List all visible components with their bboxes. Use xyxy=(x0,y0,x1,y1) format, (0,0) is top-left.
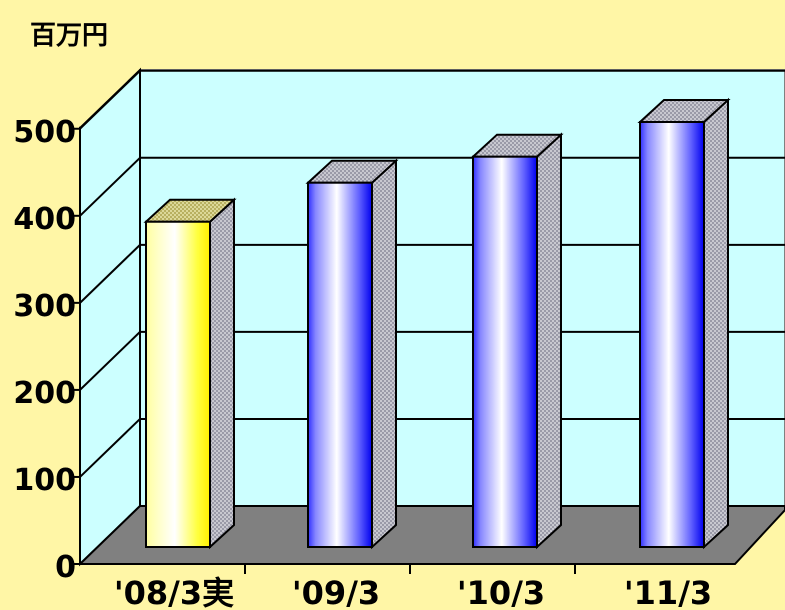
y-tick-label: 300 xyxy=(13,289,76,324)
gridline-side xyxy=(79,331,141,391)
unit-label: 百万円 xyxy=(30,21,108,51)
bar-0 xyxy=(143,197,237,550)
bar-1 xyxy=(305,158,399,550)
bar-front xyxy=(472,155,538,548)
gridline-side xyxy=(79,157,141,217)
y-tick-label: 400 xyxy=(13,202,76,237)
y-tick-label: 100 xyxy=(13,463,76,498)
x-tick-label: '08/3実 xyxy=(114,574,234,610)
y-tick-label: 200 xyxy=(13,376,76,411)
gridline-side xyxy=(79,244,141,304)
bar-3 xyxy=(637,97,731,550)
x-tick-label: '11/3 xyxy=(624,574,712,610)
bar-side xyxy=(209,197,235,550)
y-tick-label: 0 xyxy=(55,550,76,585)
x-tick-label: '09/3 xyxy=(292,574,380,610)
y-tick-label: 500 xyxy=(13,115,76,150)
bars xyxy=(143,97,731,550)
gridline-side xyxy=(79,70,141,130)
side-wall xyxy=(79,67,141,567)
gridline-side xyxy=(79,418,141,478)
bar-front xyxy=(145,220,211,548)
bar-side xyxy=(703,97,729,550)
bar-front xyxy=(307,181,373,548)
x-axis: '08/3実 '09/3 '10/3 '11/3 xyxy=(80,563,735,610)
bar-front xyxy=(639,121,705,548)
y-axis: 0 100 200 300 400 500 xyxy=(13,115,81,585)
x-tick-label: '10/3 xyxy=(457,574,545,610)
bar-side xyxy=(536,132,562,550)
bar-2 xyxy=(470,132,564,550)
bar-side xyxy=(371,158,397,550)
